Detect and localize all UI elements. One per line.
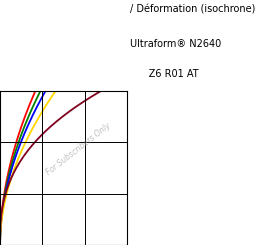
Text: For Subscribers Only: For Subscribers Only: [45, 121, 113, 177]
Text: Z6 R01 AT: Z6 R01 AT: [130, 69, 198, 79]
Text: Ultraform® N2640: Ultraform® N2640: [130, 39, 221, 49]
Text: / Déformation (isochrone) 23°C: / Déformation (isochrone) 23°C: [130, 5, 259, 15]
